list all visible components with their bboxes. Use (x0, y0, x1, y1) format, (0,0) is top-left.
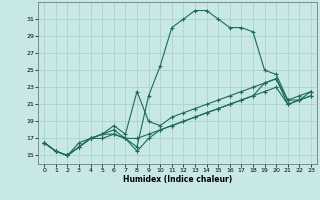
X-axis label: Humidex (Indice chaleur): Humidex (Indice chaleur) (123, 175, 232, 184)
